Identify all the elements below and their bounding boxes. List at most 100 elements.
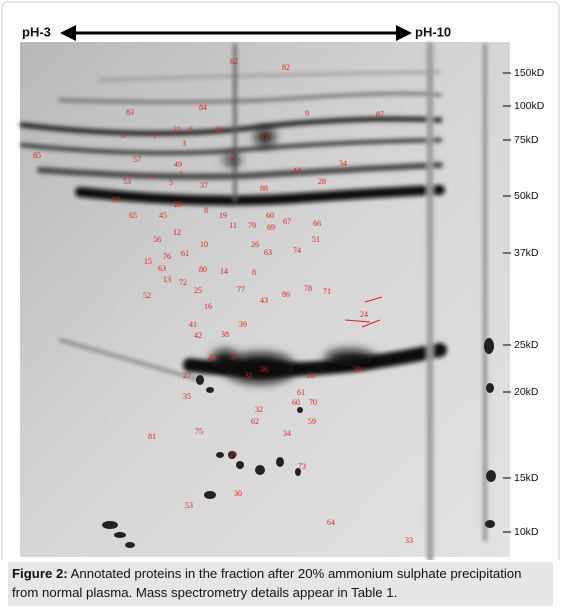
spot-label: 85 [33, 151, 41, 160]
spot-label: 62 [251, 417, 259, 426]
spot-label: 8 [252, 268, 256, 277]
spot-label: 61 [181, 249, 189, 258]
spot-label: 8 [121, 131, 125, 140]
spot-label: 4 [152, 172, 156, 181]
marker-label: 75kD [514, 134, 539, 146]
spot-label: 9 [305, 109, 309, 118]
spot-label: 12 [173, 228, 181, 237]
spot-label: 79 [248, 221, 256, 230]
spot-label: 70 [309, 398, 317, 407]
spot-label: 10 [200, 240, 208, 249]
spot-label: 28 [307, 371, 315, 380]
arrow-head [60, 25, 76, 41]
figure: pH-3 pH-10 150kD 100kD 75kD 50kD 37kD 25kD 20k… [1, 1, 560, 560]
spot-label: 29 [353, 365, 361, 374]
spot-label: 66 [313, 219, 321, 228]
caption: Figure 2: Annotated proteins in the frac… [8, 562, 553, 606]
caption-label: Figure 2: [12, 566, 68, 581]
ph-label: pH-3 [22, 24, 51, 39]
spot-label: 29 [174, 200, 182, 209]
spot-label: 72 [179, 278, 187, 287]
spot-label: 53 [185, 501, 193, 510]
gel-spots [102, 338, 496, 548]
spot-label: 75 [195, 427, 203, 436]
marker-label: 25kD [514, 339, 539, 351]
spot-label: 26 [251, 240, 259, 249]
spot-label: 81 [148, 432, 156, 441]
marker-label: 100kD [514, 100, 545, 112]
spot-label: 27 [183, 371, 191, 380]
spot-label: 86 [282, 290, 290, 299]
spot-label: 69 [267, 223, 275, 232]
spot-label: 21 [173, 125, 181, 134]
spot-label: 62 [230, 57, 238, 66]
spot-label: 13 [163, 275, 171, 284]
spot-label: 14 [220, 267, 228, 276]
spot-label: 71 [323, 287, 331, 296]
spot-label: 11 [229, 221, 237, 230]
spot-label: 1 [230, 154, 234, 163]
marker-label: 10kD [514, 526, 539, 538]
spot-label: 2 [179, 170, 183, 179]
spot-label: 25 [194, 286, 202, 295]
spot-label: 88 [260, 184, 268, 193]
spot-label: 63 [158, 264, 166, 273]
spot-label: 33 [405, 536, 413, 545]
spot-label: 77 [237, 285, 245, 294]
gel-blobs [211, 129, 375, 383]
spot-label: 64 [327, 518, 335, 527]
caption-text: Annotated proteins in the fraction after… [12, 566, 522, 600]
spot-label: 41 [189, 320, 197, 329]
annotation-line [344, 319, 371, 323]
spot-label: 80 [199, 265, 207, 274]
spot-label: 65 [129, 211, 137, 220]
spot-label: 39 [239, 320, 247, 329]
spot-label: 37 [230, 353, 238, 362]
spot-label: 15 [144, 257, 152, 266]
spot-label: 31 [245, 371, 253, 380]
spot-label: 53 [123, 177, 131, 186]
spot-label: 83 [126, 108, 134, 117]
marker-label: 37kD [514, 247, 539, 259]
spot-label: 5 [169, 178, 173, 187]
spot-label: 42 [194, 331, 202, 340]
spot-label: 6 [189, 125, 193, 134]
spot-label: 22 [261, 132, 269, 141]
spot-label: 57 [133, 155, 141, 164]
spot-label: 45 [159, 211, 167, 220]
spot-label: 8 [204, 206, 208, 215]
spot-label: 30 [234, 489, 242, 498]
spot-label: 59 [308, 417, 316, 426]
spot-label: 7 [153, 132, 157, 141]
spot-label: 67 [283, 217, 291, 226]
spot-label: 76 [163, 252, 171, 261]
spot-label: 38 [221, 330, 229, 339]
arrow-head [396, 25, 412, 41]
spot-label: 43 [260, 296, 268, 305]
spot-label: 34 [339, 159, 347, 168]
spot-label: 73 [298, 462, 306, 471]
spot-label: 56 [153, 235, 161, 244]
spot-label: 74 [293, 246, 301, 255]
spot-label: 35 [183, 392, 191, 401]
spot-label: 37 [200, 181, 208, 190]
spot-label: 49 [174, 160, 182, 169]
spot-label: 60 [266, 211, 274, 220]
spot-label: 36 [260, 365, 268, 374]
spot-label: 28 [318, 177, 326, 186]
spot-label: 20 [229, 450, 237, 459]
spot-label: 32 [255, 405, 263, 414]
spot-label: 84 [199, 103, 207, 112]
ph-label: pH-10 [415, 24, 451, 39]
spot-label: 40 [208, 353, 216, 362]
spot-label: 44 [293, 166, 301, 175]
spot-label: 46 [215, 125, 223, 134]
frame [1, 1, 560, 560]
spot-label: 78 [304, 284, 312, 293]
spot-label: 87 [376, 110, 384, 119]
annotation-line [364, 296, 383, 303]
spot-label: 16 [204, 302, 212, 311]
marker-label: 20kD [514, 386, 539, 398]
marker-label: 150kD [514, 67, 545, 79]
